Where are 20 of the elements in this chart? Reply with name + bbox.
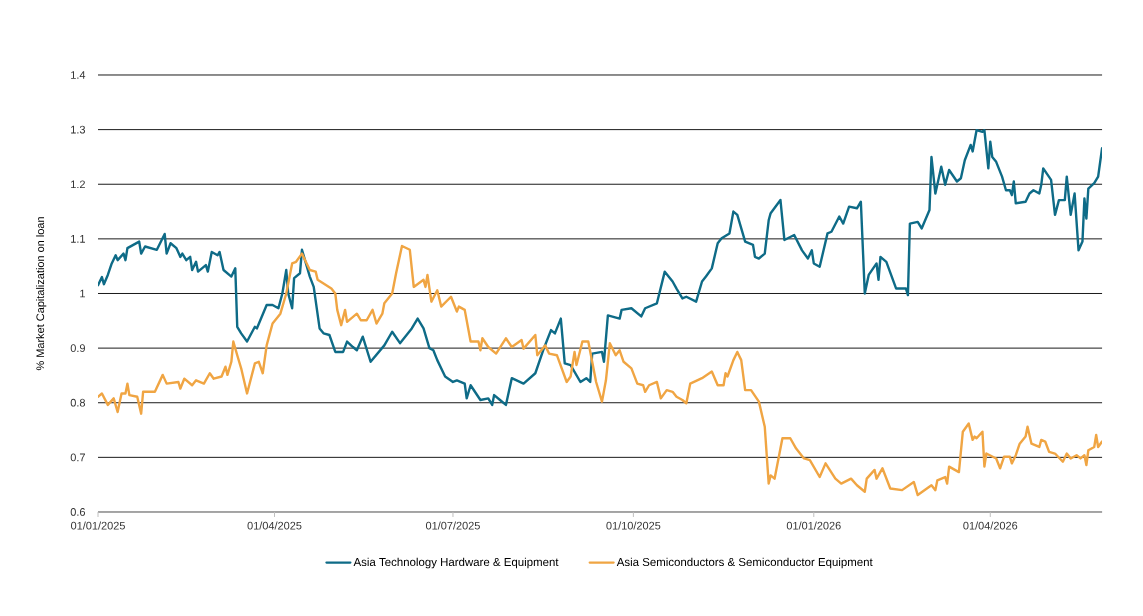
legend-label: Asia Semiconductors & Semiconductor Equipment: [616, 557, 873, 569]
y-tick-label: 1.1: [71, 235, 85, 243]
y-tick-label: 0.6: [70, 508, 86, 516]
x-tick-label: 01/01/2025: [71, 521, 125, 530]
y-tick-label: 0.8: [70, 398, 86, 407]
line-series: [98, 244, 1103, 497]
x-tick-label: 01/04/2025: [247, 521, 302, 530]
x-tick-label: 01/10/2025: [606, 521, 661, 530]
y-tick-label: 1.2: [71, 180, 85, 189]
y-tick-label: 0.7: [70, 453, 85, 462]
y-tick-label: 1: [80, 289, 85, 298]
y-tick-label: 0.9: [70, 344, 85, 352]
line-series: [98, 128, 1103, 407]
y-tick-label: 1.4: [71, 71, 86, 79]
y-axis-title: % Market Capitalization on loan: [36, 217, 47, 371]
x-tick-label: 01/04/2026: [963, 521, 1018, 530]
y-tick-label: 1.3: [71, 125, 86, 134]
x-tick-label: 01/01/2026: [786, 521, 841, 530]
legend-label: Asia Technology Hardware & Equipment: [353, 557, 559, 569]
x-tick-label: 01/07/2025: [425, 521, 480, 530]
